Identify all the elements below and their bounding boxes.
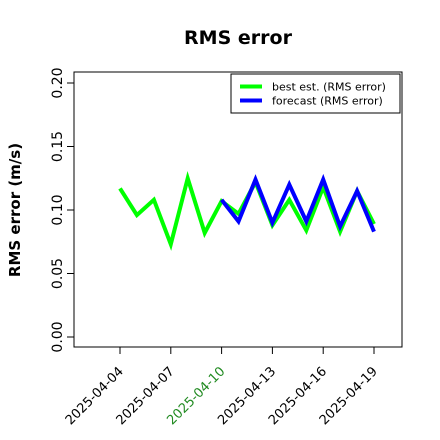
y-tick-label-3: 0.15 [50, 131, 66, 162]
y-axis: 0.00 0.05 0.10 0.15 0.20 [50, 67, 74, 353]
y-tick-label-4: 0.20 [50, 67, 66, 98]
chart-title: RMS error [184, 27, 293, 49]
y-tick-label-2: 0.10 [50, 194, 66, 225]
y-tick-label-1: 0.05 [50, 258, 66, 289]
series-line-1 [220, 173, 376, 233]
legend-box [230, 73, 401, 114]
series-layer [118, 170, 376, 251]
y-axis-label: RMS error (m/s) [6, 143, 24, 277]
x-axis: 2025-04-042025-04-072025-04-102025-04-13… [63, 347, 381, 428]
y-tick-label-0: 0.00 [50, 321, 66, 352]
legend-label-forecast: forecast (RMS error) [272, 95, 383, 108]
legend-label-best-est: best est. (RMS error) [272, 81, 386, 94]
legend: best est. (RMS error) forecast (RMS erro… [230, 73, 401, 114]
